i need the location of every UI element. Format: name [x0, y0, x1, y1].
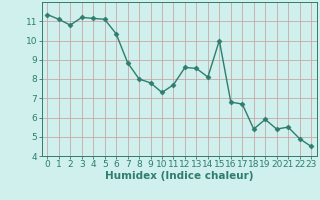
X-axis label: Humidex (Indice chaleur): Humidex (Indice chaleur) — [105, 171, 253, 181]
